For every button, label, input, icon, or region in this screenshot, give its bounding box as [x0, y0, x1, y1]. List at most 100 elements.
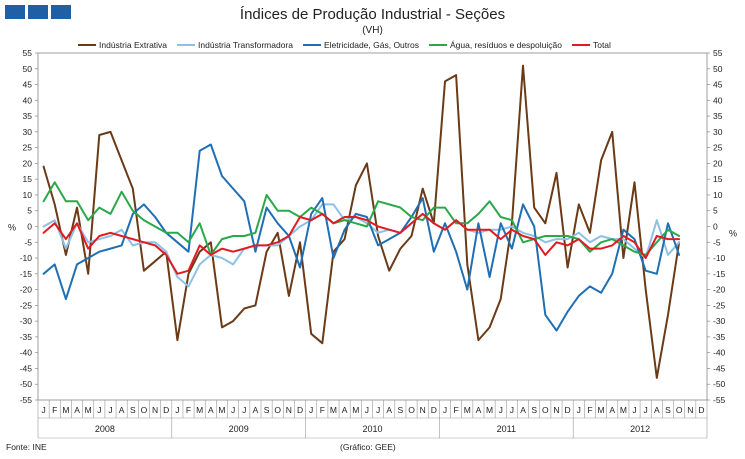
y-tick-label-right: 35 — [713, 111, 723, 121]
y-tick-label-right: 5 — [713, 206, 718, 216]
month-tick-label: J — [376, 405, 380, 415]
month-tick-label: A — [342, 405, 348, 415]
month-tick-label: O — [542, 405, 549, 415]
year-label: 2008 — [95, 424, 115, 434]
y-tick-label-right: -40 — [713, 348, 726, 358]
month-tick-label: S — [398, 405, 404, 415]
y-tick-label-left: 5 — [27, 206, 32, 216]
legend-label-total: Total — [592, 40, 611, 50]
month-tick-label: D — [163, 405, 169, 415]
source-note: Fonte: INE — [6, 442, 47, 452]
gee-logo — [5, 5, 71, 19]
y-tick-label-right: 45 — [713, 80, 723, 90]
series-line-agua — [42, 181, 681, 256]
legend-swatch-total — [571, 44, 590, 46]
month-tick-label: A — [208, 405, 214, 415]
y-tick-label-right: -25 — [713, 300, 726, 310]
y-tick-label-right: 40 — [713, 95, 723, 105]
y-tick-label-left: -30 — [20, 316, 33, 326]
y-tick-label-left: 20 — [23, 158, 33, 168]
y-tick-label-left: 10 — [23, 190, 33, 200]
y-tick-label-right: -30 — [713, 316, 726, 326]
y-tick-label-right: 15 — [713, 174, 723, 184]
legend-label-extrativa: Indústria Extrativa — [99, 40, 168, 50]
series-line-total — [42, 212, 681, 275]
y-tick-label-right: 50 — [713, 64, 723, 74]
month-tick-label: S — [264, 405, 270, 415]
month-tick-label: J — [510, 405, 514, 415]
month-tick-label: J — [577, 405, 581, 415]
legend-swatch-extrativa — [78, 44, 96, 46]
chart-legend: Indústria Extrativa Indústria Transformad… — [78, 40, 611, 50]
y-tick-label-right: -35 — [713, 332, 726, 342]
month-tick-label: F — [587, 405, 592, 415]
y-tick-label-left: 55 — [23, 48, 33, 58]
year-label: 2011 — [497, 424, 516, 434]
legend-item-agua: Água, resíduos e despoluição — [428, 40, 562, 50]
month-tick-label: S — [531, 405, 537, 415]
month-tick-label: M — [85, 405, 92, 415]
y-tick-label-left: -50 — [20, 379, 33, 389]
month-tick-label: J — [231, 405, 235, 415]
month-tick-label: J — [443, 405, 447, 415]
y-tick-label-left: -15 — [20, 269, 33, 279]
month-tick-label: M — [218, 405, 225, 415]
month-tick-label: A — [609, 405, 615, 415]
month-tick-label: O — [676, 405, 683, 415]
y-tick-label-left: -55 — [20, 395, 33, 405]
y-tick-label-left: 40 — [23, 95, 33, 105]
month-tick-label: J — [242, 405, 246, 415]
y-tick-label-left: 45 — [23, 80, 33, 90]
y-tick-label-left: -10 — [20, 253, 33, 263]
month-tick-label: A — [520, 405, 526, 415]
month-tick-label: J — [41, 405, 45, 415]
series-line-eletricidade — [42, 143, 681, 332]
year-label: 2009 — [229, 424, 249, 434]
y-tick-label-right: 25 — [713, 143, 723, 153]
month-tick-label: N — [286, 405, 292, 415]
month-tick-label: N — [553, 405, 559, 415]
legend-item-total: Total — [571, 40, 611, 50]
y-axis-label-right: % — [729, 229, 737, 239]
month-tick-label: J — [632, 405, 636, 415]
month-tick-label: S — [130, 405, 136, 415]
month-tick-label: J — [108, 405, 112, 415]
y-tick-label-right: -15 — [713, 269, 726, 279]
y-tick-label-right: 30 — [713, 127, 723, 137]
month-tick-label: O — [408, 405, 415, 415]
month-tick-label: D — [565, 405, 571, 415]
legend-label-transformadora: Indústria Transformadora — [198, 40, 293, 50]
legend-label-agua: Água, resíduos e despoluição — [449, 40, 562, 50]
month-tick-label: J — [309, 405, 313, 415]
y-tick-label-left: 0 — [27, 222, 32, 232]
month-tick-label: M — [598, 405, 605, 415]
legend-item-transformadora: Indústria Transformadora — [177, 40, 293, 50]
y-tick-label-right: -10 — [713, 253, 726, 263]
month-tick-label: M — [352, 405, 359, 415]
y-tick-label-right: 55 — [713, 48, 723, 58]
y-tick-label-left: -5 — [24, 237, 32, 247]
month-tick-label: S — [665, 405, 671, 415]
month-tick-label: J — [175, 405, 179, 415]
y-tick-label-right: -55 — [713, 395, 726, 405]
graphic-credit: (Gráfico: GEE) — [340, 442, 396, 452]
month-tick-label: D — [431, 405, 437, 415]
month-tick-label: A — [119, 405, 125, 415]
month-tick-label: N — [687, 405, 693, 415]
y-tick-label-left: 25 — [23, 143, 33, 153]
y-tick-label-left: 30 — [23, 127, 33, 137]
month-tick-label: A — [386, 405, 392, 415]
logo-block — [5, 5, 25, 19]
month-tick-label: A — [476, 405, 482, 415]
month-tick-label: F — [320, 405, 325, 415]
month-tick-label: N — [152, 405, 158, 415]
y-tick-label-right: 20 — [713, 158, 723, 168]
month-tick-label: F — [186, 405, 191, 415]
month-tick-label: J — [499, 405, 503, 415]
month-tick-label: M — [330, 405, 337, 415]
month-tick-label: M — [486, 405, 493, 415]
y-tick-label-left: -35 — [20, 332, 33, 342]
y-tick-label-left: -45 — [20, 363, 33, 373]
series-line-transformadora — [42, 203, 681, 288]
